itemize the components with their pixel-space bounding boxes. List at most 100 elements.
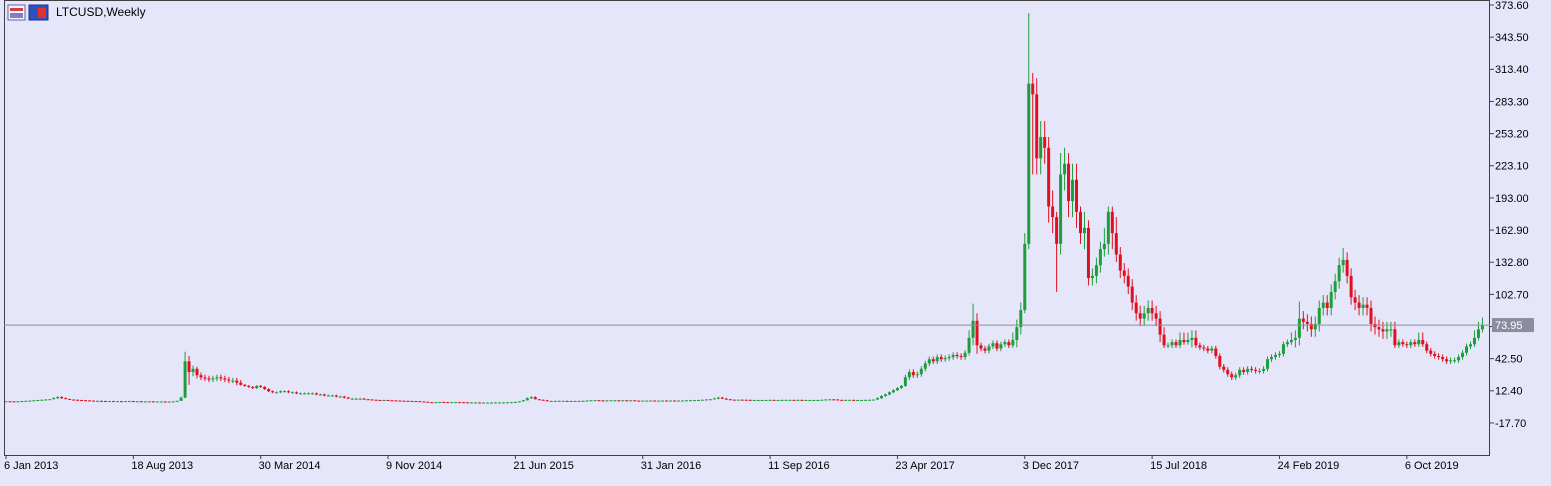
candle-body [919, 368, 923, 375]
candle-body [1365, 304, 1369, 308]
candle-body [804, 399, 808, 401]
candle-body [482, 402, 486, 404]
candle-body [649, 400, 653, 402]
candle-body [1150, 307, 1154, 314]
candle-body [1035, 94, 1039, 159]
candle-body [653, 400, 657, 402]
y-tick-label: 12.40 [1495, 386, 1523, 398]
candle-body [486, 402, 490, 404]
candle-body [287, 391, 291, 393]
candle-body [1369, 307, 1373, 324]
candle-body [354, 398, 358, 400]
candle-body [298, 393, 302, 395]
y-tick-label: 313.40 [1495, 64, 1529, 76]
candle-body [955, 354, 959, 356]
icon-bar [10, 13, 23, 18]
candle-body [295, 392, 299, 394]
candle-body [143, 401, 147, 403]
candle-body [1258, 370, 1262, 372]
candle-body [199, 375, 203, 378]
candle-body [1075, 179, 1079, 212]
candle-body [1301, 318, 1305, 322]
candle-body [784, 399, 788, 401]
candle-body [1270, 357, 1274, 360]
candle-body [947, 357, 951, 359]
candle-body [1174, 342, 1178, 346]
candle-body [322, 394, 326, 396]
candle-body [1345, 259, 1349, 276]
candle-body [1102, 243, 1106, 250]
candle-body [887, 392, 891, 395]
candle-body [1210, 348, 1214, 351]
candle-body [537, 399, 541, 401]
toolbar-icons [7, 4, 49, 21]
chart-title: LTCUSD,Weekly [56, 5, 146, 19]
candle-body [1242, 369, 1246, 373]
candle-body [1134, 302, 1138, 314]
x-tick-label: 9 Nov 2014 [386, 460, 442, 472]
candle-body [151, 401, 155, 403]
candle-body [549, 400, 553, 402]
candle-body [764, 399, 768, 401]
candle-body [557, 400, 561, 402]
candle-body [1226, 369, 1230, 375]
candle-body [1453, 360, 1457, 362]
candle-body [267, 389, 271, 392]
candle-body [223, 378, 227, 380]
candle-body [1182, 339, 1186, 343]
candle-body [911, 372, 915, 376]
candle-body [1178, 339, 1182, 346]
candle-body [1015, 327, 1019, 340]
price-label: 73.95 [1495, 320, 1523, 332]
candle-body [350, 398, 354, 400]
candle-body [302, 393, 306, 395]
candle-body [314, 393, 318, 395]
candle-body [68, 398, 72, 400]
candle-body [935, 357, 939, 362]
candle-body [334, 395, 338, 397]
candle-body [235, 380, 239, 383]
candle-body [565, 400, 569, 402]
candle-body [625, 400, 629, 402]
candle-body [1325, 302, 1329, 308]
candle-body [1067, 163, 1071, 202]
candle-body [1472, 337, 1476, 345]
candle-body [1082, 227, 1086, 234]
candle-body [159, 401, 163, 403]
candle-body [669, 400, 673, 402]
candle-body [402, 400, 406, 402]
candle-body [478, 402, 482, 404]
candle-body [179, 397, 183, 401]
y-tick-label: 283.30 [1495, 96, 1529, 108]
candle-body [907, 372, 911, 378]
candle-body [1317, 307, 1321, 324]
candle-body [119, 401, 123, 403]
candle-body [971, 320, 975, 338]
candle-body [318, 394, 322, 396]
x-tick-label: 30 Mar 2014 [259, 460, 321, 472]
candle-body [1385, 329, 1389, 332]
candle-body [533, 397, 537, 400]
candle-body [40, 399, 44, 401]
candle-body [434, 402, 438, 404]
y-tick-label: 102.70 [1495, 289, 1529, 301]
candle-body [712, 398, 716, 400]
candle-body [521, 400, 525, 402]
candle-body [48, 399, 52, 401]
candle-body [756, 399, 760, 401]
candle-body [56, 397, 60, 399]
candle-body [1098, 249, 1102, 266]
candle-body [776, 399, 780, 401]
candle-body [1194, 337, 1198, 346]
candle-body [171, 401, 175, 403]
candle-body [824, 399, 828, 401]
candle-body [1341, 259, 1345, 266]
candle-body [517, 401, 521, 403]
candle-body [1313, 323, 1317, 330]
candle-body [1389, 329, 1393, 331]
candle-body [1218, 355, 1222, 367]
candle-body [569, 400, 573, 402]
candle-body [231, 380, 235, 382]
candle-body [16, 401, 20, 403]
candle-body [378, 399, 382, 401]
